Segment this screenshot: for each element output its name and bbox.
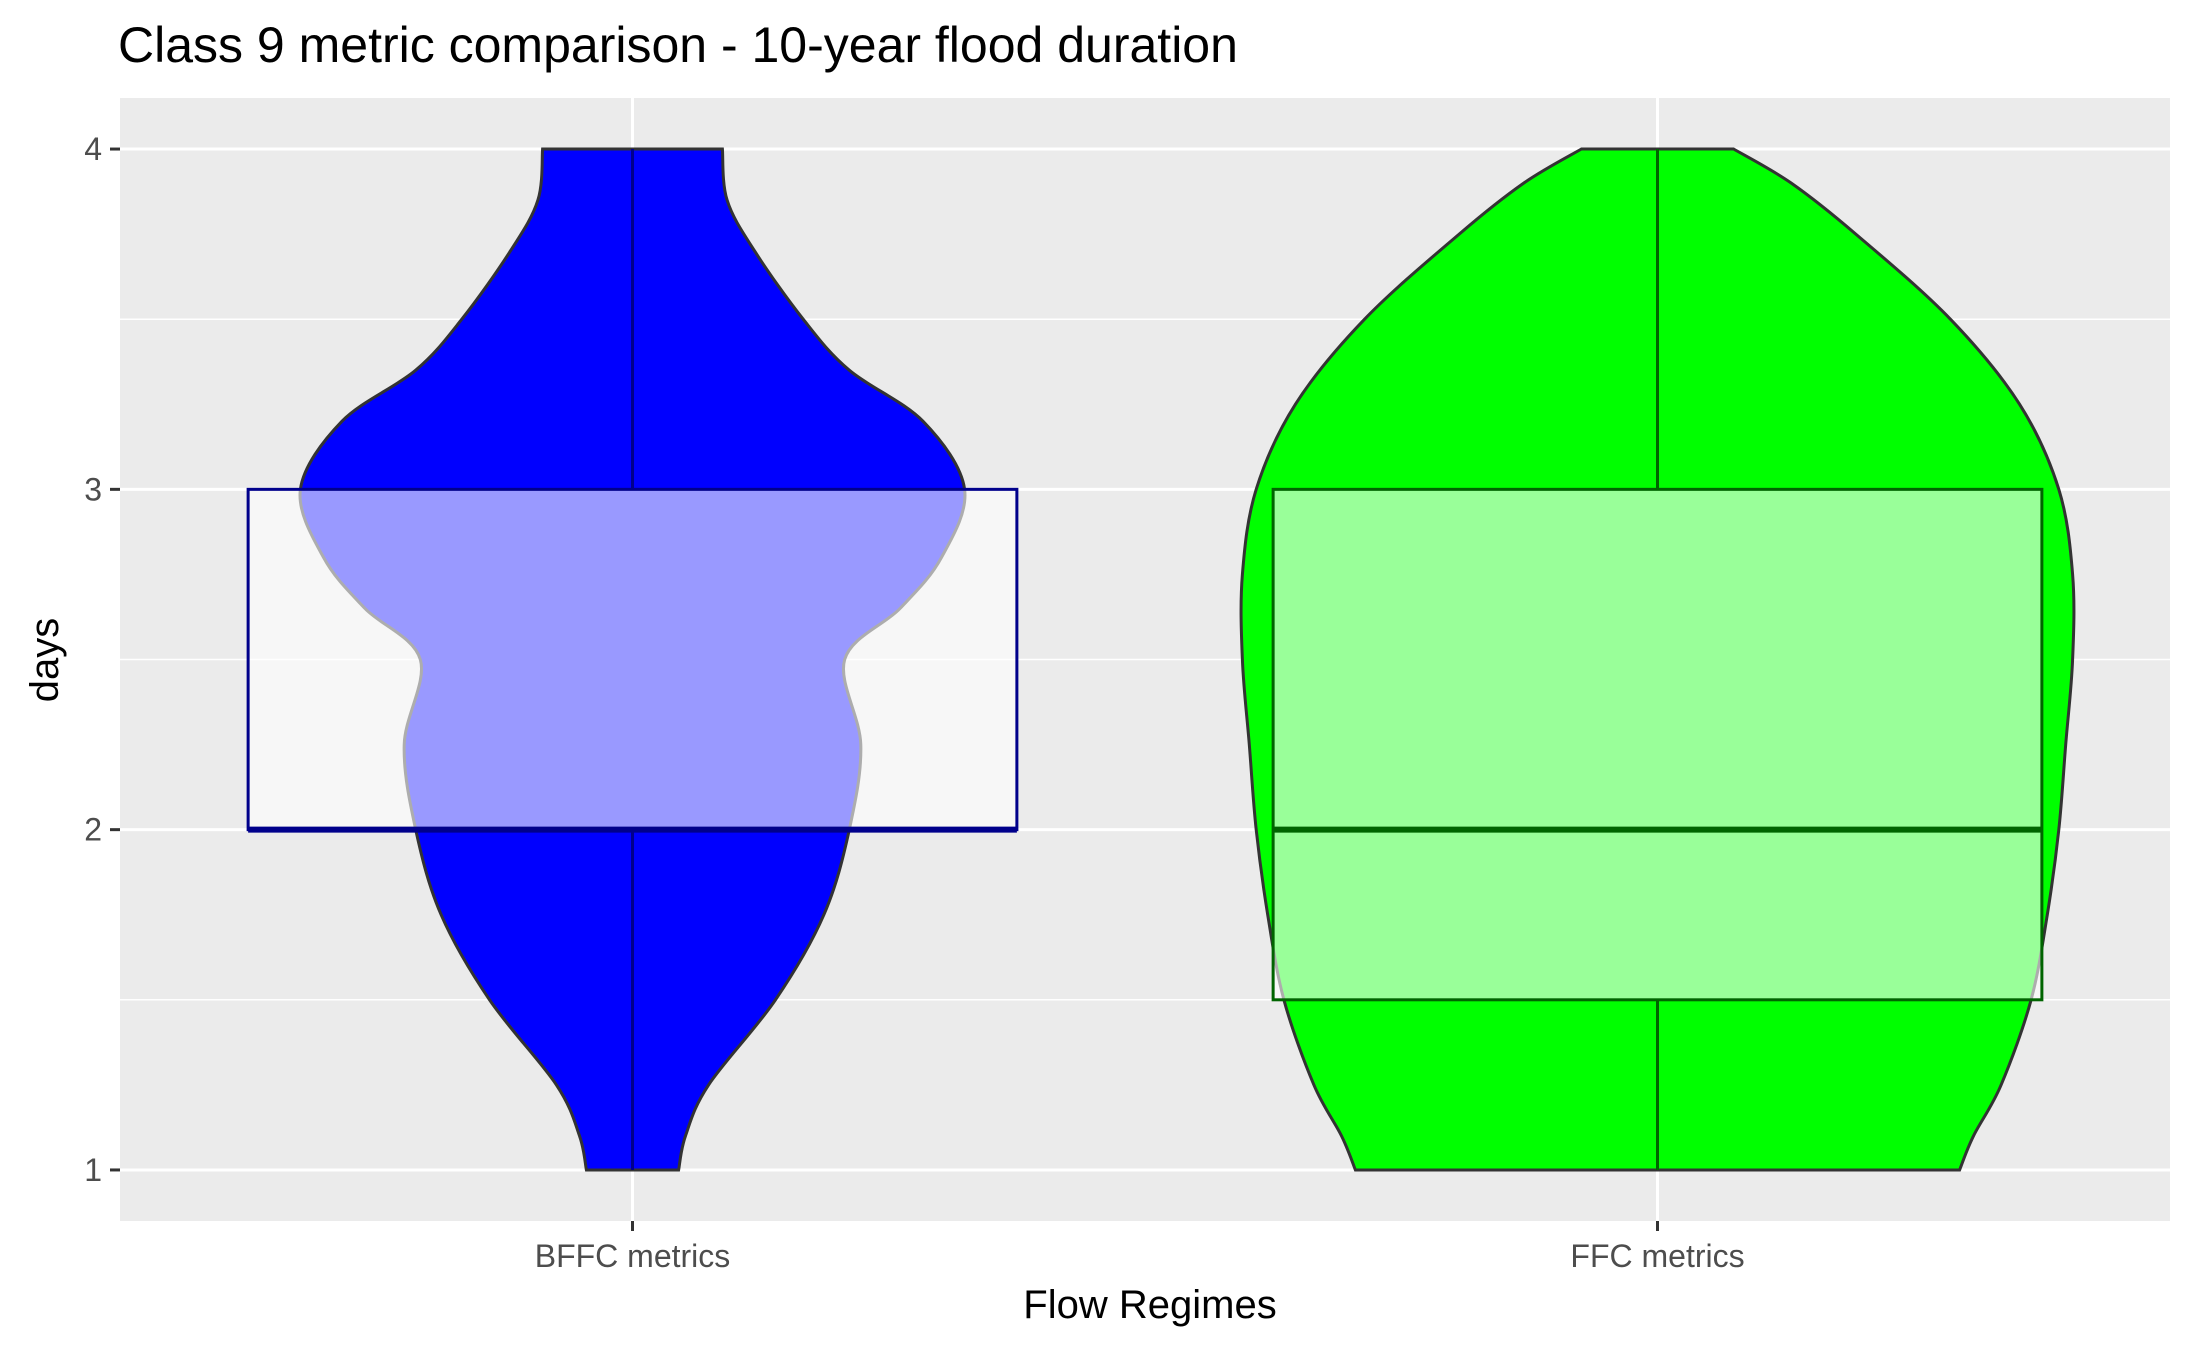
y-tick-label: 3 xyxy=(84,471,102,507)
axes: 1 2 3 4 BFFC metrics FFC metrics xyxy=(84,131,1744,1274)
boxplot-layer xyxy=(246,149,2044,1170)
box-iqr xyxy=(246,487,1019,832)
x-tick-label: FFC metrics xyxy=(1570,1238,1744,1274)
chart-title: Class 9 metric comparison - 10-year floo… xyxy=(118,17,1238,73)
y-tick-label: 2 xyxy=(84,812,102,848)
x-axis-title: Flow Regimes xyxy=(1023,1283,1276,1327)
y-axis-title: days xyxy=(23,618,67,703)
y-tick-label: 4 xyxy=(84,131,102,167)
boxplot-ffc-metrics xyxy=(1271,149,2044,1170)
box-iqr xyxy=(1271,487,2044,1002)
x-tick-label: BFFC metrics xyxy=(535,1238,731,1274)
boxplot-bffc-metrics xyxy=(246,149,1019,1170)
y-tick-label: 1 xyxy=(84,1152,102,1188)
